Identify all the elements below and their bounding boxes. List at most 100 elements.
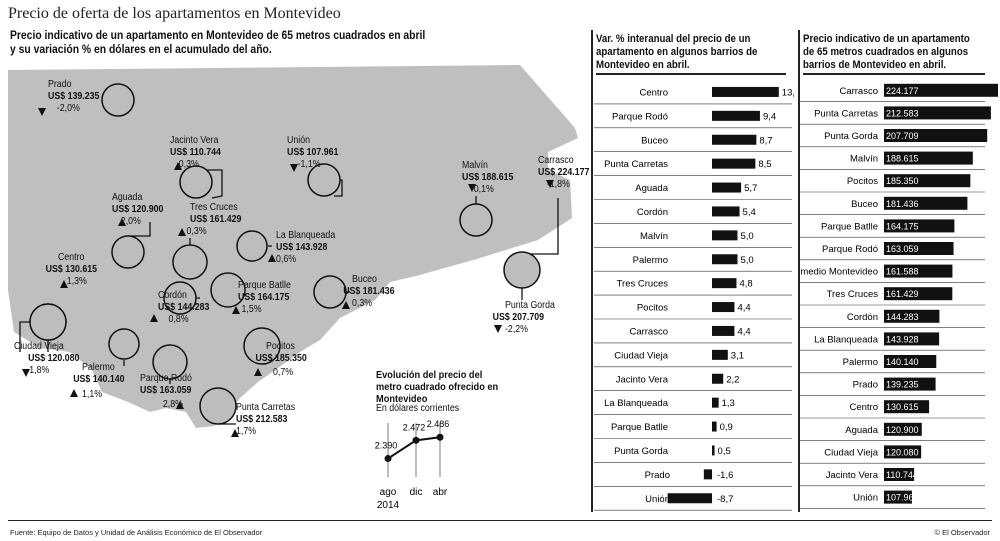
leader-carrasco	[522, 198, 559, 255]
arrow-up-pocitos	[254, 368, 262, 376]
circle-malvin	[459, 203, 493, 237]
bar2-bar-malvin	[884, 151, 973, 165]
bar2-category-label: Parque Rodó	[822, 244, 878, 255]
arrow-down-prado	[38, 108, 46, 116]
arrow-down-union	[290, 164, 298, 172]
line-chart-point	[412, 436, 420, 444]
bar2-value-label: 140.140	[886, 357, 919, 367]
bar1-value-label: 9,4	[763, 111, 776, 122]
label-carrasco: Carrasco US$ 224.177 -1,8%	[538, 155, 590, 190]
map-circles	[29, 83, 541, 425]
montevideo-map-shape	[8, 65, 578, 428]
bar2-bar-prado	[884, 377, 936, 391]
bar1-bar-parque-rodo	[712, 110, 760, 121]
bar2-value-label: 224.177	[886, 86, 919, 96]
bar2-title-rule	[803, 73, 985, 75]
bar1-bar-union	[667, 493, 712, 504]
bar1-value-label: 13,1	[782, 87, 794, 98]
bar1-category-label: Ciudad Vieja	[614, 350, 668, 361]
bar1-value-label: 2,2	[726, 374, 739, 385]
bar2-category-label: Parque Batlle	[821, 221, 878, 232]
circle-parque-batlle	[210, 272, 246, 308]
arrow-up-centro	[60, 280, 68, 288]
bar2-bar-la-blanqueada	[884, 332, 940, 346]
arrow-up-parque-batlle	[232, 306, 240, 314]
circle-tres-cruces	[172, 244, 208, 280]
label-parque-rodo: Parque Rodó US$ 163.059 2,8%	[140, 373, 192, 410]
label-malvin: Malvín US$ 188.615 -0,1%	[462, 160, 514, 195]
label-aguada: Aguada US$ 120.900 2,0%	[112, 192, 164, 227]
arrow-up-jacinto-vera	[174, 162, 182, 170]
circle-buceo	[313, 275, 347, 309]
bar2-bar-union	[884, 490, 913, 504]
bar1-value-label: 5,7	[744, 183, 757, 194]
bar2-category-label: Centro	[849, 402, 878, 413]
leader-centro	[19, 321, 30, 352]
bar2-bar-parque-batlle	[884, 219, 955, 233]
bar2-bar-ciudad-vieja	[884, 445, 922, 459]
bar1-value-label: -1,6	[717, 470, 733, 481]
bar1-category-label: Palermo	[633, 255, 668, 266]
bar1-bar-carrasco	[712, 325, 735, 336]
bar2-category-label: Pocitos	[847, 176, 878, 187]
bar1-svg: Centro 13,1 Parque Rodó 9,4 Buceo 8,7 Punta Ca…	[594, 86, 794, 511]
bar2-value-label: 188.615	[886, 154, 919, 164]
bar1-bar-jacinto-vera	[712, 373, 724, 384]
bar2-title: Precio indicativo de un apartamento de 6…	[803, 33, 970, 71]
arrow-down-ciudad-vieja	[22, 369, 30, 377]
label-punta-carretas: Punta Carretas US$ 212.583 1,7%	[236, 402, 296, 437]
bar1-bar-punta-carretas	[712, 158, 756, 169]
bar2-value-label: 120.080	[886, 447, 919, 457]
label-prado: Prado US$ 139.235 -2,0%	[48, 79, 100, 114]
bar2-value-label: 110.744	[886, 470, 918, 480]
bar1-category-label: Malvín	[640, 231, 668, 242]
label-palermo: Palermo US$ 140.140 1,1%	[73, 362, 125, 400]
bar1-bar-prado	[703, 469, 712, 480]
leader-aguada	[128, 222, 151, 237]
arrow-up-aguada	[118, 218, 126, 226]
bar2-value-label: 161.588	[886, 267, 919, 277]
leader-union	[334, 179, 343, 197]
line-chart-x-label: abr	[433, 487, 448, 498]
bar2-bar-cordon	[884, 309, 940, 323]
divider-left	[591, 30, 593, 512]
circle-union	[307, 163, 341, 197]
line-chart-point	[384, 455, 392, 463]
bar1-category-label: Parque Batlle	[611, 422, 668, 433]
bar1-value-label: 5,0	[741, 231, 754, 242]
label-pocitos: Pocitos US$ 185.350 0,7%	[255, 341, 307, 378]
bar2-category-label: La Blanqueada	[814, 334, 879, 345]
label-ciudad-vieja: Ciudad Vieja US$ 120.080 -1,8%	[14, 341, 80, 376]
bar2-bar-buceo	[884, 196, 968, 210]
bar2-value-label: 212.583	[886, 108, 919, 118]
label-parque-batlle: Parque Batlle US$ 164.175 1,5%	[238, 280, 291, 315]
bar2-category-label: Punta Carretas	[814, 108, 878, 119]
bar1-bar-malvin	[712, 230, 738, 241]
label-punta-gorda: Punta Gorda US$ 207.709 -2,2%	[492, 300, 555, 335]
arrow-up-palermo	[70, 389, 78, 397]
arrow-down-malvin	[468, 184, 476, 192]
bar2-category-label: Unión	[853, 493, 878, 504]
bar1-bar-ciudad-vieja	[712, 349, 728, 360]
bar2-value-label: 144.283	[886, 312, 919, 322]
bar1-value-label: 4,8	[739, 279, 752, 290]
bar1-value-label: 0,5	[718, 446, 731, 457]
bar1-category-label: Tres Cruces	[617, 279, 669, 290]
bar1-bar-pocitos	[712, 302, 735, 313]
bar1-bar-aguada	[712, 182, 742, 193]
line-chart-point	[436, 433, 444, 441]
label-la-blanqueada: La Blanqueada US$ 143.928 0,6%	[276, 230, 336, 265]
circle-parque-rodo	[152, 344, 188, 380]
bar2-category-label: Jacinto Vera	[826, 470, 879, 481]
bar2-value-label: 181.436	[886, 199, 919, 209]
bar1-category-label: Cordón	[637, 207, 668, 218]
bar2-value-label: 164.175	[886, 221, 919, 231]
arrow-up-cordon	[150, 314, 158, 322]
bar2-category-label: Tres Cruces	[827, 289, 879, 300]
arrow-up-la-blanqueada	[268, 254, 276, 262]
bar1-bar-centro	[712, 86, 779, 97]
bar2-value-label: 120.900	[886, 425, 919, 435]
bar2-category-label: Buceo	[851, 199, 878, 210]
footer-source: Fuente: Equipo de Datos y Unidad de Anál…	[10, 528, 263, 537]
